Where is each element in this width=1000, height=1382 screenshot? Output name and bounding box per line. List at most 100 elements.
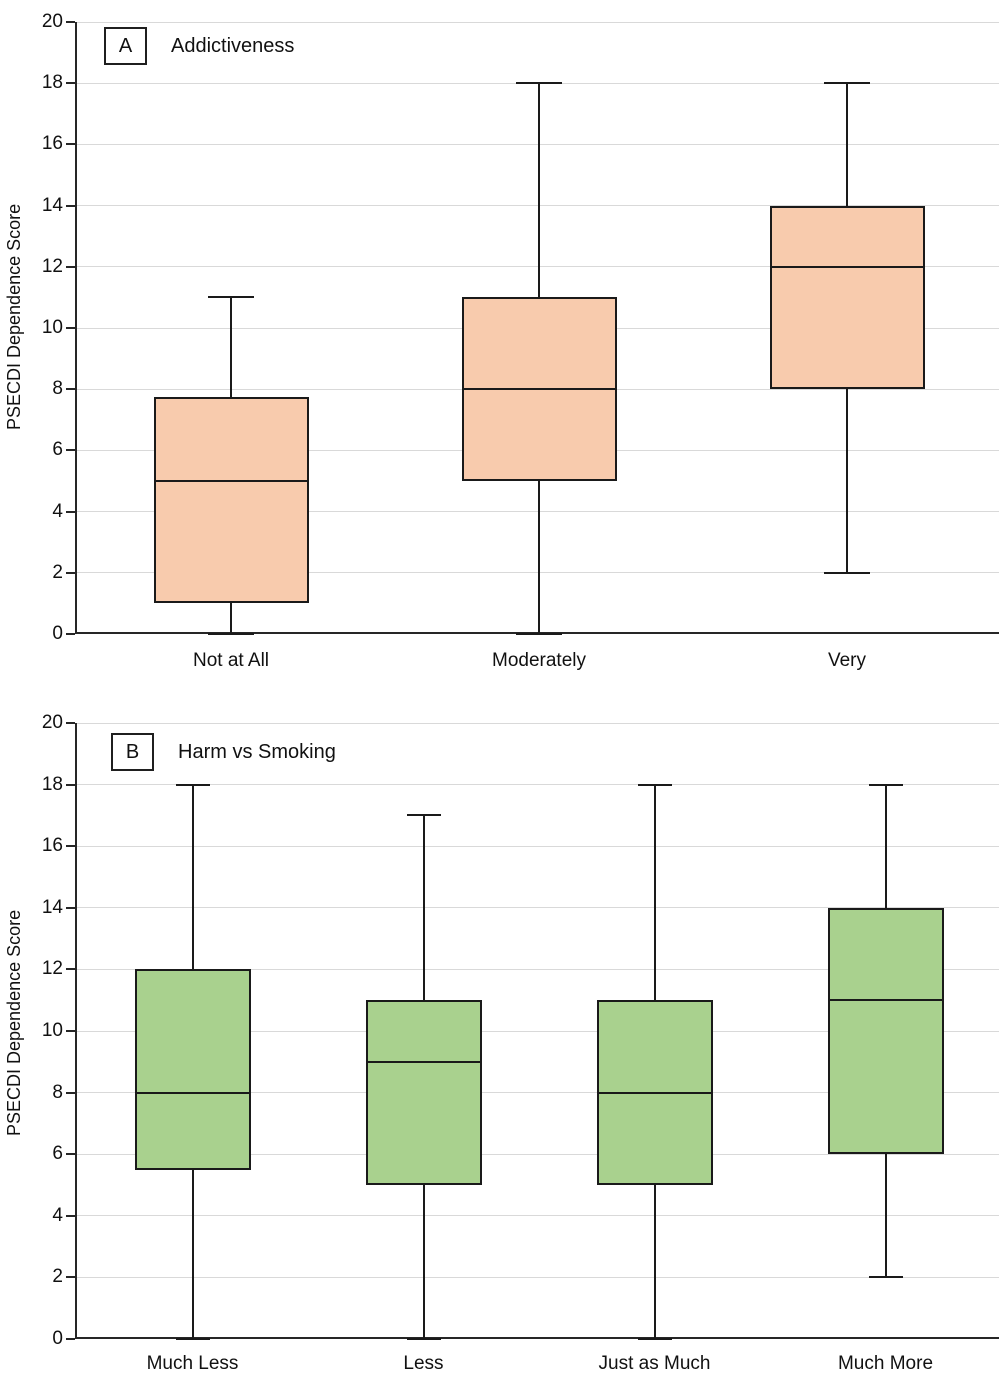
panel-b-plot-area: 0 2 4 6 8 10 12 14 16 18 20 Much Less Less Just as Mu…	[42, 712, 999, 1374]
whisker-upper-very	[846, 83, 848, 206]
y-tick-4	[66, 1214, 75, 1217]
median-much-less	[134, 1091, 251, 1094]
y-tick-label-12: 12	[41, 958, 63, 980]
gridline-2	[77, 1276, 999, 1278]
whisker-cap-low-less	[406, 1338, 441, 1340]
panel-b-letter-box: B	[111, 733, 154, 771]
y-tick-label-8: 8	[52, 378, 63, 400]
y-tick-2	[66, 571, 75, 574]
x-category-label-not-at-all: Not at All	[192, 650, 270, 671]
panel-a: PSECDI Dependence Score 0 2 4 6 8 10 12 14 16 18 2…	[4, 11, 999, 671]
whisker-cap-low-very	[824, 571, 870, 574]
y-tick-8	[66, 1091, 75, 1094]
median-less	[365, 1060, 482, 1063]
gridline-6	[77, 1153, 999, 1155]
gridline-20	[77, 722, 999, 724]
box-less	[365, 1000, 482, 1185]
y-tick-8	[66, 388, 75, 391]
y-tick-label-4: 4	[52, 500, 63, 522]
whisker-cap-low-much-less	[175, 1338, 210, 1340]
median-just-as-much	[596, 1091, 713, 1094]
y-tick-20	[66, 21, 75, 23]
panel-b-tag: B Harm vs Smoking	[111, 733, 336, 771]
gridline-14	[77, 907, 999, 909]
whisker-cap-high-moderately	[516, 82, 562, 85]
y-tick-label-20: 20	[41, 11, 63, 32]
y-tick-label-18: 18	[41, 773, 63, 795]
whisker-lower-much-more	[884, 1154, 887, 1278]
panel-a-tag: A Addictiveness	[104, 27, 294, 65]
whisker-upper-moderately	[538, 83, 540, 298]
panel-a-letter-box: A	[104, 27, 147, 65]
whisker-cap-high-much-less	[175, 783, 210, 786]
y-tick-label-12: 12	[41, 255, 63, 277]
median-moderately	[461, 388, 617, 391]
whisker-lower-moderately	[538, 481, 540, 634]
whisker-cap-low-just-as-much	[637, 1338, 672, 1340]
whisker-cap-low-much-more	[868, 1276, 903, 1279]
gridline-18	[77, 784, 999, 786]
whisker-upper-less	[422, 815, 425, 1001]
whisker-cap-high-less	[406, 814, 441, 817]
y-tick-6	[66, 449, 75, 452]
median-much-more	[827, 999, 944, 1002]
y-tick-label-0: 0	[52, 1328, 63, 1349]
x-category-label-just-as-much: Just as Much	[598, 1353, 711, 1374]
y-tick-label-4: 4	[52, 1204, 63, 1226]
y-tick-10	[66, 1030, 75, 1032]
y-tick-label-8: 8	[52, 1081, 63, 1103]
whisker-cap-high-not-at-all	[208, 296, 254, 299]
gridline-16	[77, 845, 999, 847]
whisker-cap-low-moderately	[516, 633, 562, 635]
y-tick-12	[66, 265, 75, 268]
y-tick-16	[66, 845, 75, 848]
box-very	[769, 205, 925, 390]
median-not-at-all	[153, 480, 309, 482]
y-tick-label-20: 20	[41, 712, 63, 733]
gridline-4	[77, 1215, 999, 1217]
whisker-upper-not-at-all	[230, 297, 232, 397]
box-much-less	[134, 969, 251, 1170]
x-category-label-much-less: Much Less	[146, 1353, 239, 1374]
whisker-lower-less	[422, 1185, 425, 1339]
y-tick-4	[66, 510, 75, 513]
gridline-20	[77, 21, 999, 23]
whisker-cap-high-much-more	[868, 783, 903, 786]
median-very	[769, 265, 925, 268]
whisker-cap-high-just-as-much	[637, 783, 672, 786]
y-tick-label-2: 2	[52, 1266, 63, 1288]
panel-a-plot-area: 0 2 4 6 8 10 12 14 16 18 20 Not at All Moderately Ver…	[42, 11, 999, 671]
y-tick-label-14: 14	[41, 896, 63, 918]
y-tick-label-6: 6	[52, 439, 63, 461]
y-tick-14	[66, 204, 75, 207]
y-tick-6	[66, 1153, 75, 1156]
whisker-lower-very	[846, 389, 848, 573]
y-tick-label-16: 16	[41, 835, 63, 857]
panel-a-title: Addictiveness	[171, 34, 295, 57]
y-tick-18	[66, 783, 75, 786]
y-tick-label-14: 14	[41, 194, 63, 216]
y-tick-label-16: 16	[41, 133, 63, 155]
y-tick-2	[66, 1276, 75, 1279]
y-tick-12	[66, 968, 75, 971]
y-tick-0	[66, 1338, 75, 1340]
whisker-lower-just-as-much	[653, 1185, 656, 1339]
y-tick-label-10: 10	[41, 317, 63, 338]
gridline-10	[77, 1030, 999, 1032]
x-category-label-much-more: Much More	[837, 1353, 934, 1374]
whisker-lower-much-less	[191, 1169, 194, 1339]
x-category-label-very: Very	[827, 650, 867, 671]
x-category-label-moderately: Moderately	[492, 650, 586, 671]
panel-b-title: Harm vs Smoking	[178, 740, 336, 763]
x-category-label-less: Less	[403, 1353, 444, 1374]
y-tick-0	[66, 633, 75, 635]
y-tick-label-6: 6	[52, 1143, 63, 1165]
y-tick-10	[66, 327, 75, 329]
panel-b: PSECDI Dependence Score 0 2 4 6 8 10 12 14 16 18 2…	[0, 691, 1000, 1382]
box-not-at-all	[153, 396, 309, 604]
y-tick-label-0: 0	[52, 623, 63, 644]
y-tick-14	[66, 906, 75, 909]
gridline-12	[77, 968, 999, 970]
y-tick-label-2: 2	[52, 561, 63, 583]
y-tick-label-18: 18	[41, 72, 63, 94]
